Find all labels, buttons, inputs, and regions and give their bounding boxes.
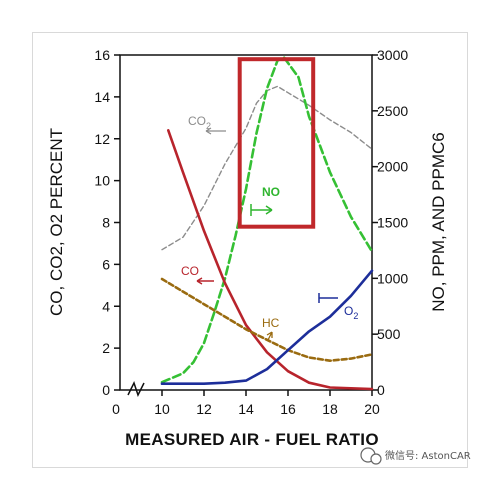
right-axis-ticks: 0 500 1000 1500 2000 2500 3000 [372,47,408,398]
watermark: 微信号: AstonCAR [360,447,471,465]
co2-label: CO2 [188,114,226,135]
right-tick-label: 500 [377,326,401,342]
right-tick-label: 2500 [377,103,408,119]
x-tick-label: 16 [280,401,296,417]
left-tick-label: 2 [102,340,110,356]
right-tick-label: 2000 [377,159,408,175]
plot-area [119,54,373,391]
x-tick-label: 20 [364,401,380,417]
right-tick-label: 0 [377,382,385,398]
no-arrow-icon [250,204,273,216]
right-tick-label: 3000 [377,47,408,63]
left-tick-label: 0 [102,382,110,398]
hc-label: HC [262,316,280,341]
highlight-box [237,57,316,229]
left-tick-label: 14 [94,89,110,105]
no-label: NO [250,185,280,216]
x-tick-label: 14 [238,401,254,417]
left-axis-ticks: 0 2 4 6 8 10 12 14 16 [94,47,120,398]
left-axis-title: CO, CO2, O2 PERCENT [47,128,66,316]
co-label: CO [181,264,214,285]
series-layer [160,55,374,391]
co-arrow-icon [196,277,214,285]
x-axis-ticks: 0 10 12 14 16 18 20 [112,390,380,417]
o2-label: O2 [318,293,358,321]
watermark-text: 微信号: AstonCAR [385,449,471,462]
co2-arrow-icon [205,127,226,135]
svg-text:O2: O2 [344,304,358,321]
right-tick-label: 1500 [377,215,408,231]
series-line-co [167,129,374,391]
svg-text:HC: HC [262,316,280,330]
left-tick-label: 10 [94,173,110,189]
left-tick-label: 6 [102,256,110,272]
series-line-hc [160,277,374,362]
x-tick-label: 12 [196,401,212,417]
x-axis-title: MEASURED AIR - FUEL RATIO [125,430,379,449]
axis-break-mark [127,381,145,397]
svg-text:CO2: CO2 [188,114,211,131]
x-tick-label: 10 [154,401,170,417]
right-tick-label: 1000 [377,270,408,286]
series-line-no [160,55,374,384]
x-tick-label: 18 [322,401,338,417]
hc-arrow-icon [266,331,273,341]
o2-arrow-icon [318,293,338,303]
chart-frame [32,32,468,468]
left-tick-label: 4 [102,298,110,314]
left-tick-label: 16 [94,47,110,63]
series-line-o2 [160,269,374,385]
left-tick-label: 12 [94,131,110,147]
left-tick-label: 8 [102,215,110,231]
x-tick-label: 0 [112,401,120,417]
svg-text:NO: NO [262,185,280,199]
right-axis-title: NO, PPM, AND PPMC6 [429,132,448,311]
svg-text:CO: CO [181,264,199,278]
